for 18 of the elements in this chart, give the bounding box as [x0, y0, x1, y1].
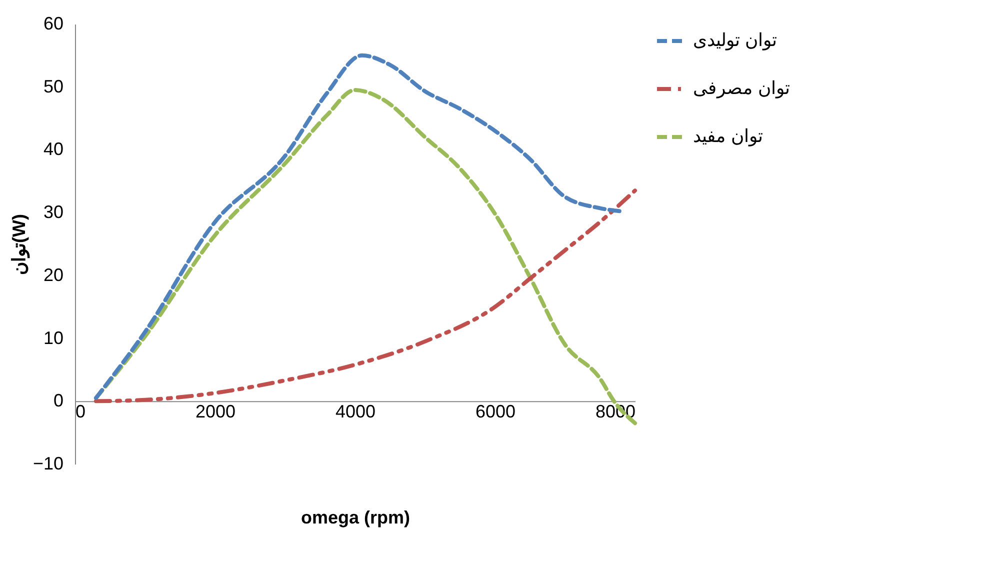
x-tick-label: 0	[76, 402, 86, 422]
line-series	[94, 53, 623, 400]
y-tick-label: 40	[43, 139, 64, 160]
y-tick-label: 30	[43, 202, 64, 222]
legend-label: توان تولیدی	[693, 30, 778, 51]
y-tick-label: 50	[43, 76, 64, 96]
x-tick-label: 4000	[335, 402, 376, 422]
x-tick-label: 6000	[475, 402, 516, 422]
line-series	[94, 188, 637, 404]
y-tick-label: 60	[43, 14, 64, 34]
y-axis-title: توان(W)	[8, 214, 30, 275]
y-tick-label: 20	[43, 264, 64, 285]
y-tick-label: −10	[32, 454, 64, 474]
legend-label: توان مصرفی	[693, 78, 790, 99]
legend-label: توان مفید	[693, 126, 764, 147]
x-tick-label: 2000	[195, 402, 236, 422]
y-tick-label: 10	[43, 328, 64, 348]
x-axis-title: omega (rpm)	[300, 508, 410, 528]
